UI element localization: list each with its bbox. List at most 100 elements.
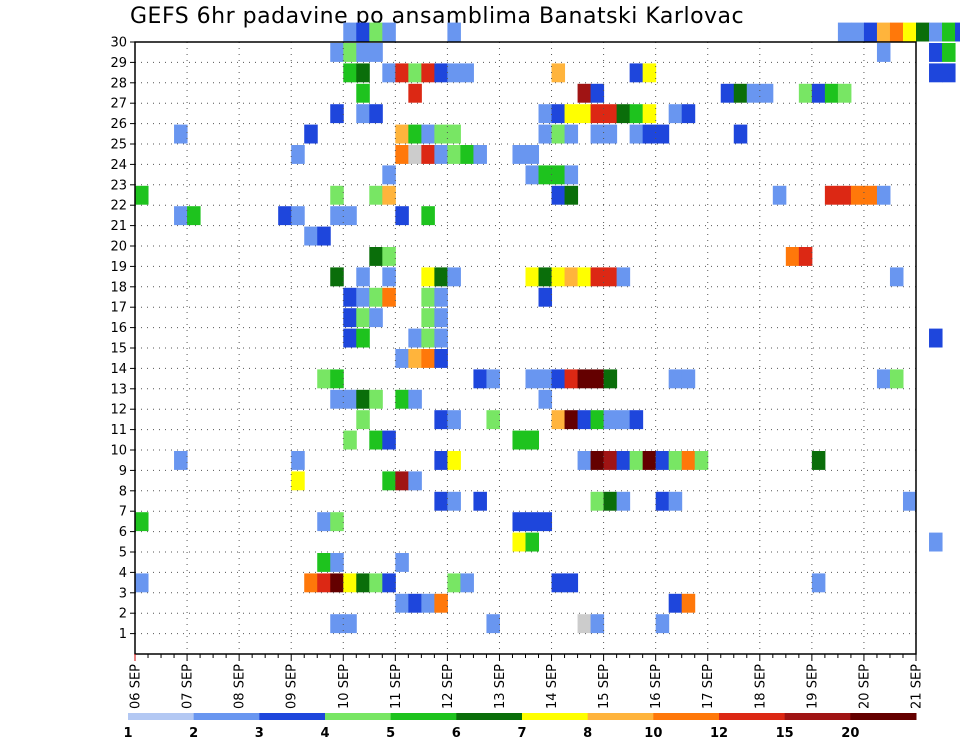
heatmap-cell (408, 593, 422, 613)
heatmap-cell (720, 83, 735, 103)
heatmap-cell (395, 471, 409, 491)
heatmap-cell (434, 491, 448, 511)
heatmap-cell (434, 124, 448, 144)
heatmap-cell (343, 43, 357, 62)
heatmap-cell (655, 124, 670, 144)
heatmap-cell (512, 430, 526, 450)
heatmap-cell (642, 451, 657, 470)
heatmap-cell (317, 553, 331, 572)
heatmap-cell (837, 83, 852, 103)
legend-swatch (456, 713, 523, 720)
heatmap-cell (447, 573, 461, 593)
y-tick-label: 20 (110, 240, 127, 255)
heatmap-cell (655, 614, 670, 634)
heatmap-cell (577, 410, 592, 430)
heatmap-cell (668, 593, 683, 613)
heatmap-cell (447, 145, 461, 164)
x-tick-label: 15 SEP (597, 664, 612, 709)
heatmap-cell (564, 104, 579, 124)
heatmap-cell (291, 206, 305, 226)
y-tick-label: 24 (110, 158, 127, 173)
heatmap-cell (382, 247, 396, 266)
y-tick-label: 30 (110, 36, 127, 51)
heatmap-cell (369, 573, 383, 593)
legend-label: 10 (644, 726, 662, 741)
heatmap-cell (421, 267, 435, 287)
heatmap-cells (135, 22, 960, 634)
heatmap-cell (785, 247, 800, 266)
y-tick-label: 17 (110, 301, 127, 316)
heatmap-cell (538, 165, 553, 185)
legend-swatch (653, 713, 720, 720)
heatmap-cell (551, 573, 566, 593)
heatmap-cell (304, 124, 318, 144)
heatmap-cell (590, 83, 605, 103)
legend-label: 4 (320, 726, 329, 741)
heatmap-cell (876, 43, 891, 62)
heatmap-cell (889, 267, 904, 287)
heatmap-cell (564, 267, 579, 287)
heatmap-cell (304, 226, 318, 246)
y-tick-label: 18 (110, 280, 127, 295)
grid-lines (135, 41, 916, 654)
heatmap-cell (889, 369, 904, 389)
heatmap-cell (395, 389, 409, 409)
heatmap-cell (356, 104, 370, 124)
x-tick-label: 21 SEP (910, 664, 925, 709)
heatmap-cell (369, 287, 383, 307)
heatmap-cell (330, 573, 344, 593)
heatmap-cell (421, 328, 435, 348)
heatmap-cell (577, 104, 592, 124)
heatmap-cell (564, 185, 579, 205)
y-tick-label: 21 (110, 219, 127, 234)
heatmap-cell (369, 185, 383, 205)
heatmap-cell (447, 267, 461, 287)
heatmap-cell (863, 22, 878, 42)
legend-label: 15 (776, 726, 794, 741)
heatmap-cell (473, 491, 487, 511)
legend-label: 12 (710, 726, 728, 741)
heatmap-cell (421, 206, 435, 226)
heatmap-cell (330, 389, 344, 409)
heatmap-cell (434, 349, 448, 368)
heatmap-cell (343, 206, 357, 226)
heatmap-cell (603, 124, 618, 144)
y-tick-label: 22 (110, 199, 127, 214)
heatmap-cell (317, 226, 331, 246)
heatmap-cell (486, 410, 500, 430)
heatmap-cell (343, 22, 357, 42)
heatmap-cell (382, 287, 396, 307)
heatmap-cell (356, 267, 370, 287)
heatmap-cell (603, 451, 618, 470)
heatmap-cell (811, 83, 826, 103)
heatmap-cell (382, 22, 396, 42)
y-tick-label: 28 (110, 76, 127, 91)
heatmap-cell (577, 267, 592, 287)
heatmap-cell (863, 185, 878, 205)
heatmap-cell (369, 308, 383, 328)
heatmap-cell (590, 491, 605, 511)
heatmap-cell (434, 308, 448, 328)
heatmap-cell (408, 349, 422, 368)
heatmap-cell (317, 512, 331, 532)
heatmap-cell (590, 104, 605, 124)
heatmap-cell (343, 614, 357, 634)
heatmap-cell (343, 430, 357, 450)
heatmap-cell (616, 267, 631, 287)
heatmap-cell (382, 165, 396, 185)
legend-swatch (850, 713, 917, 720)
y-tick-label: 14 (110, 362, 127, 377)
y-tick-label: 9 (119, 464, 127, 479)
legend-label: 8 (583, 726, 592, 741)
heatmap-cell (538, 389, 553, 409)
heatmap-cell (876, 185, 891, 205)
heatmap-cell (902, 22, 917, 42)
heatmap-cell (551, 185, 566, 205)
heatmap-cell (824, 185, 839, 205)
heatmap-cell (330, 553, 344, 572)
heatmap-cell (837, 22, 852, 42)
heatmap-cell (395, 206, 409, 226)
legend-swatch (784, 713, 851, 720)
heatmap-cell (798, 247, 813, 266)
heatmap-cell (434, 451, 448, 470)
